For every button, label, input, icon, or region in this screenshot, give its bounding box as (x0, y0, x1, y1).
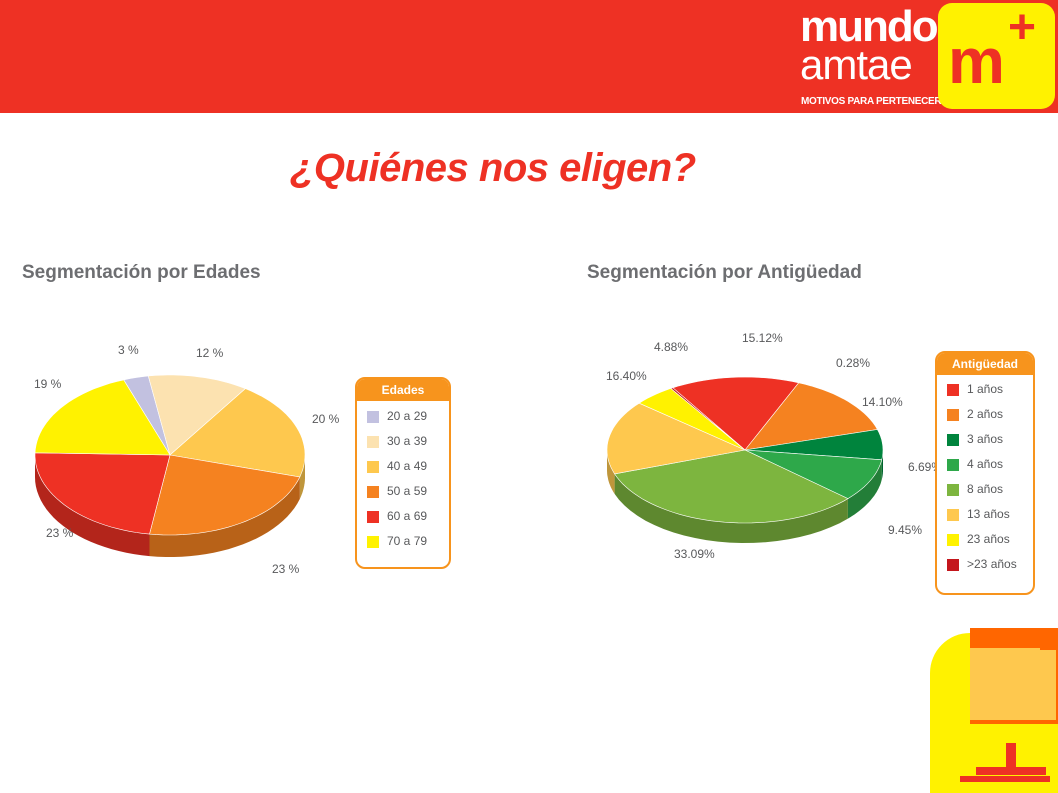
data-label: 3 % (118, 343, 139, 357)
data-label: 20 % (312, 412, 340, 426)
legend-item: 3 años (937, 428, 1033, 453)
legend-swatch (367, 436, 379, 448)
pie-slice-70-a-79 (34, 379, 171, 456)
data-label: 9.45% (888, 523, 922, 537)
legend-item: 70 a 79 (357, 530, 449, 555)
legend-item: 30 a 39 (357, 430, 449, 455)
legend-item: >23 años (937, 553, 1033, 578)
legend-item: 1 años (937, 378, 1033, 403)
pie-slice-13-a-os (606, 402, 747, 475)
pie-slice-4-a-os (744, 449, 883, 499)
legend-swatch (947, 559, 959, 571)
legend-title: Edades (357, 379, 449, 401)
brand-wordmark: mundo amtae MOTIVOS PARA PERTENECER (798, 2, 942, 110)
legend-swatch (947, 434, 959, 446)
data-label: 6.69% (908, 460, 942, 474)
legend-item: 4 años (937, 453, 1033, 478)
pie-slice-side (614, 473, 848, 543)
pie-slice-60-a-69 (34, 452, 171, 535)
legend-item: 50 a 59 (357, 480, 449, 505)
data-label: 0.28% (836, 356, 870, 370)
pie-slice-side (607, 450, 615, 494)
legend-item: 60 a 69 (357, 505, 449, 530)
data-label: 23 % (272, 562, 300, 576)
chart-title-edades: Segmentación por Edades (22, 262, 261, 283)
data-label: 16.40% (606, 369, 647, 383)
legend-label: 8 años (967, 482, 1004, 496)
data-label: 23 % (46, 526, 74, 540)
pie-chart-antiguedad: 15.12% 14.10% 6.69% 9.45% 33.09% 16.40% 4.88% 0… (606, 331, 942, 561)
legend-label: >23 años (967, 557, 1017, 571)
chart-title-antiguedad: Segmentación por Antigüedad (587, 262, 862, 283)
legend-label: 40 a 49 (387, 459, 428, 473)
legend-item: 2 años (937, 403, 1033, 428)
brand-line-1: mundo (800, 2, 939, 51)
pie-slice-1-a-os (672, 376, 800, 451)
legend-swatch (947, 459, 959, 471)
legend-label: 4 años (967, 457, 1004, 471)
pie-slice-50-a-59 (149, 454, 301, 536)
legend-swatch (947, 484, 959, 496)
data-label: 19 % (34, 377, 62, 391)
legend-swatch (367, 411, 379, 423)
legend-swatch (947, 384, 959, 396)
data-label: 12 % (196, 346, 224, 360)
legend-item: 23 años (937, 528, 1033, 553)
legend-item: 8 años (937, 478, 1033, 503)
legend-antiguedad: Antigüedad 1 años 2 años 3 años 4 años 8 año… (935, 351, 1035, 595)
legend-edades: Edades 20 a 29 30 a 39 40 a 49 50 a 59 60 a … (355, 377, 451, 569)
legend-label: 20 a 29 (387, 409, 428, 423)
legend-item: 13 años (937, 503, 1033, 528)
pie-slice-side (35, 455, 150, 557)
legend-label: 60 a 69 (387, 509, 428, 523)
header-bar (0, 0, 1058, 113)
legend-label: 2 años (967, 407, 1004, 421)
legend-swatch (367, 511, 379, 523)
data-label: 4.88% (654, 340, 688, 354)
pie-slice-23-a-os (638, 388, 746, 451)
logo-plus-icon: + (1008, 1, 1037, 54)
legend-item: 20 a 29 (357, 405, 449, 430)
legend-swatch (947, 409, 959, 421)
legend-label: 70 a 79 (387, 534, 428, 548)
decorative-logo-shape (930, 628, 1058, 793)
legend-label: 3 años (967, 432, 1004, 446)
pie-slice-side (881, 450, 883, 480)
brand-line-2: amtae (800, 41, 913, 88)
brand-tagline: MOTIVOS PARA PERTENECER (801, 96, 942, 107)
pie-slice--23-a-os (670, 387, 746, 451)
page-title: ¿Quiénes nos eligen? (290, 146, 696, 190)
pie-chart-edades: 3 % 12 % 20 % 23 % 23 % 19 % (34, 343, 340, 576)
brand-logo: m + (938, 3, 1055, 109)
legend-title: Antigüedad (937, 353, 1033, 375)
legend-label: 30 a 39 (387, 434, 428, 448)
pie-slice-side (299, 455, 305, 499)
legend-label: 13 años (967, 507, 1010, 521)
legend-swatch (367, 536, 379, 548)
legend-swatch (947, 509, 959, 521)
data-label: 33.09% (674, 547, 715, 561)
legend-item: 40 a 49 (357, 455, 449, 480)
pie-slice-side (847, 459, 882, 519)
legend-swatch (947, 534, 959, 546)
legend-label: 50 a 59 (387, 484, 428, 498)
legend-label: 23 años (967, 532, 1010, 546)
data-label: 14.10% (862, 395, 903, 409)
logo-letter: m (948, 25, 1005, 97)
pie-slice-40-a-49 (169, 388, 306, 478)
legend-swatch (367, 486, 379, 498)
pie-slice-side (149, 477, 300, 557)
pie-slice-2-a-os (744, 382, 878, 451)
legend-label: 1 años (967, 382, 1004, 396)
pie-slice-30-a-39 (147, 374, 246, 456)
legend-swatch (367, 461, 379, 473)
data-label: 15.12% (742, 331, 783, 345)
pie-slice-8-a-os (614, 449, 849, 524)
